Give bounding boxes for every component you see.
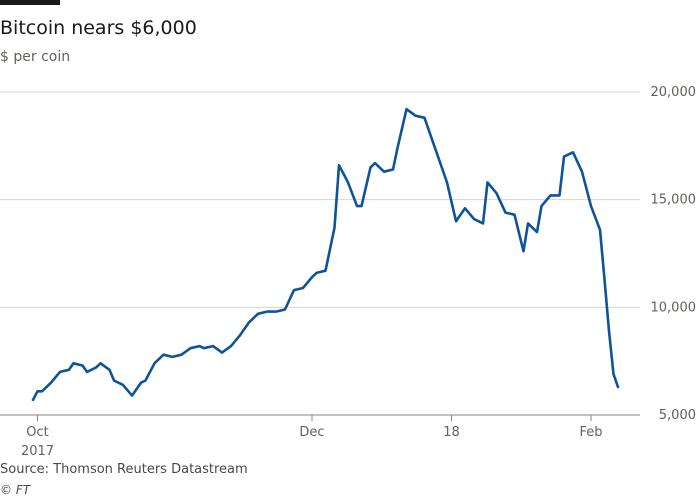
x-tick-label: 18: [443, 425, 460, 440]
x-tick-label: Oct: [26, 425, 48, 440]
y-axis-labels: 5,000 10,000 15,000 20,000: [651, 85, 697, 423]
source-note: Source: Thomson Reuters Datastream: [0, 462, 248, 477]
chart-title: Bitcoin nears $6,000: [0, 17, 197, 39]
grid-layer: [0, 91, 640, 416]
ft-credit: © FT: [0, 483, 31, 497]
x-tick-label: Feb: [579, 425, 602, 440]
x-tick-sublabel: 2017: [21, 444, 54, 459]
series-layer: [31, 107, 620, 402]
x-axis: [37, 415, 592, 421]
y-tick-label: 5,000: [659, 408, 696, 423]
x-axis-labels: Oct 2017 Dec 18 Feb: [21, 425, 603, 459]
x-tick-label: Dec: [299, 425, 324, 440]
y-tick-label: 10,000: [651, 300, 697, 315]
y-tick-label: 20,000: [651, 85, 697, 100]
bitcoin-price-line: [31, 107, 620, 402]
brand-bar: [0, 0, 60, 5]
y-tick-label: 15,000: [651, 193, 697, 208]
chart-subtitle: $ per coin: [0, 49, 71, 65]
